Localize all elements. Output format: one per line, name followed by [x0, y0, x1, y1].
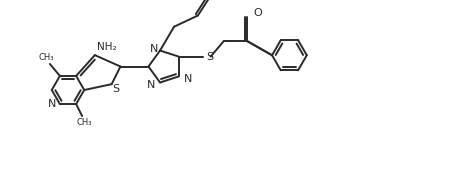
Text: O: O — [254, 8, 262, 18]
Text: CH₃: CH₃ — [76, 118, 92, 127]
Text: N: N — [184, 74, 192, 84]
Text: NH₂: NH₂ — [97, 42, 117, 52]
Text: N: N — [147, 80, 155, 90]
Text: S: S — [207, 52, 214, 62]
Text: CH₃: CH₃ — [38, 53, 53, 62]
Text: N: N — [48, 99, 56, 109]
Text: N: N — [150, 44, 158, 53]
Text: S: S — [112, 84, 119, 94]
